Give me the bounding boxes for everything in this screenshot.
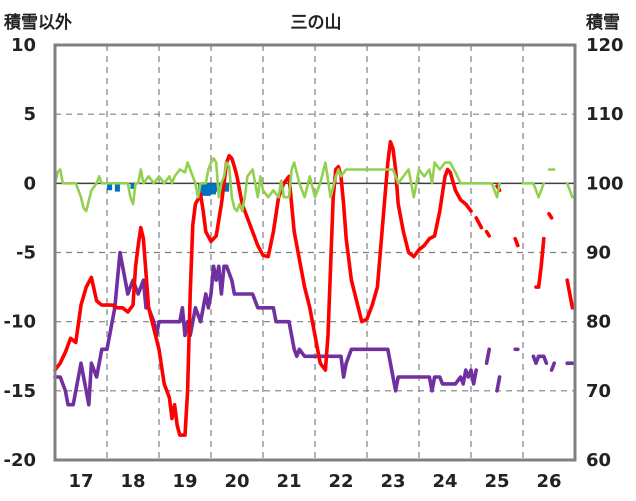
green-series-line [521,182,546,199]
blue-bar [213,183,219,192]
red-series-line [534,236,546,289]
purple-series-line [549,361,556,372]
green-series-line [53,157,501,213]
right-tick-label: 80 [586,312,611,333]
left-tick-label: -5 [16,243,36,264]
blue-bar [130,183,136,189]
purple-series-line [53,250,478,407]
blue-bar [224,183,230,192]
right-tick-label: 60 [586,450,611,471]
blue-bar [208,183,214,195]
chart-title: 三の山 [291,13,342,33]
x-tick-label: 26 [536,471,561,492]
green-series-line [565,182,574,199]
plot-frame [53,43,577,462]
purple-series-line [495,375,502,393]
purple-series-line [484,347,491,365]
left-axis-ticks: 10 5 0 -5 -10 -15 -20 [3,35,36,471]
blue-bar [203,183,209,196]
red-series-line [53,140,473,437]
blue-bar [114,183,120,192]
red-series-line [484,229,491,238]
blue-bar [205,183,211,196]
blue-bar [211,183,217,195]
purple-series-line [531,354,549,365]
right-axis-label: 積雪 [586,12,620,33]
x-tick-label: 23 [380,471,405,492]
x-tick-label: 19 [172,471,197,492]
blue-bar [107,183,113,191]
left-tick-label: 10 [11,35,36,56]
x-tick-label: 17 [68,471,93,492]
right-tick-label: 120 [586,35,624,56]
x-axis-ticks: 17 18 19 20 21 22 23 24 25 26 [68,471,561,492]
x-tick-label: 22 [328,471,353,492]
left-axis-label: 積雪以外 [4,12,72,33]
left-tick-label: 0 [23,173,36,194]
blue-bar [200,183,206,196]
left-tick-label: -20 [3,450,36,471]
left-tick-label: -10 [3,312,36,333]
x-tick-label: 20 [224,471,249,492]
x-tick-label: 25 [484,471,509,492]
red-series-line [474,216,484,230]
right-tick-label: 110 [586,104,624,125]
data-layer [53,140,575,437]
x-tick-label: 24 [432,471,457,492]
left-tick-label: 5 [23,104,36,125]
red-series-line [547,212,554,220]
x-tick-label: 21 [276,471,301,492]
left-tick-label: -15 [3,381,36,402]
right-tick-label: 70 [586,381,611,402]
red-series-line [513,236,520,248]
right-tick-label: 100 [586,173,624,194]
x-tick-label: 18 [120,471,145,492]
right-axis-ticks: 120 110 100 90 80 70 60 [586,35,624,471]
right-tick-label: 90 [586,243,611,264]
red-series-line [565,278,575,310]
